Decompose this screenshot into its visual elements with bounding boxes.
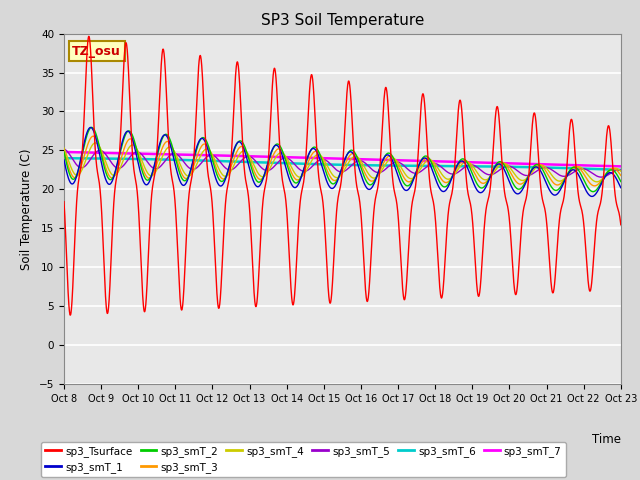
sp3_Tsurface: [85, 34, 93, 39]
sp3_smT_1: [359, 177, 367, 182]
sp3_smT_6: [216, 158, 223, 164]
sp3_smT_6: [617, 167, 625, 173]
sp3_smT_2: [617, 179, 625, 184]
sp3_smT_5: [371, 168, 378, 174]
sp3_smT_4: [593, 179, 601, 185]
Line: sp3_smT_5: sp3_smT_5: [64, 149, 621, 177]
sp3_Tsurface: [60, 199, 68, 204]
sp3_smT_7: [60, 149, 68, 155]
sp3_smT_1: [568, 167, 575, 173]
sp3_smT_1: [87, 125, 95, 131]
sp3_smT_4: [568, 168, 575, 173]
sp3_smT_2: [216, 177, 223, 183]
sp3_smT_5: [597, 174, 605, 180]
sp3_smT_7: [216, 153, 223, 158]
Title: SP3 Soil Temperature: SP3 Soil Temperature: [260, 13, 424, 28]
sp3_Tsurface: [584, 272, 591, 277]
sp3_smT_1: [617, 185, 625, 191]
sp3_smT_1: [588, 193, 596, 199]
sp3_smT_2: [504, 170, 512, 176]
Line: sp3_smT_3: sp3_smT_3: [64, 136, 621, 186]
sp3_smT_3: [591, 183, 598, 189]
sp3_smT_4: [359, 161, 367, 167]
sp3_smT_6: [60, 156, 68, 161]
sp3_smT_3: [371, 177, 379, 182]
Line: sp3_smT_4: sp3_smT_4: [64, 143, 621, 182]
sp3_smT_3: [504, 166, 512, 172]
sp3_smT_4: [60, 145, 68, 151]
sp3_Tsurface: [568, 118, 576, 123]
sp3_smT_1: [584, 190, 591, 195]
Line: sp3_smT_7: sp3_smT_7: [64, 152, 621, 167]
sp3_smT_6: [504, 164, 512, 169]
sp3_smT_2: [371, 178, 379, 183]
sp3_smT_7: [504, 160, 512, 166]
sp3_smT_1: [371, 179, 379, 185]
sp3_Tsurface: [505, 210, 513, 216]
Y-axis label: Soil Temperature (C): Soil Temperature (C): [20, 148, 33, 270]
sp3_smT_6: [371, 163, 378, 168]
sp3_Tsurface: [371, 198, 379, 204]
sp3_Tsurface: [617, 222, 625, 228]
sp3_smT_4: [216, 167, 223, 173]
sp3_smT_5: [358, 158, 366, 164]
sp3_smT_5: [504, 163, 512, 169]
Line: sp3_smT_1: sp3_smT_1: [64, 128, 621, 196]
Line: sp3_smT_2: sp3_smT_2: [64, 127, 621, 192]
sp3_smT_3: [60, 147, 68, 153]
sp3_smT_4: [617, 168, 625, 174]
sp3_smT_4: [584, 171, 591, 177]
sp3_Tsurface: [359, 242, 367, 248]
sp3_smT_3: [359, 165, 367, 171]
sp3_smT_7: [583, 163, 591, 168]
sp3_Tsurface: [67, 312, 74, 318]
sp3_smT_5: [60, 146, 68, 152]
sp3_smT_6: [358, 162, 366, 168]
sp3_smT_7: [568, 162, 575, 168]
sp3_smT_7: [617, 164, 625, 169]
sp3_smT_3: [617, 173, 625, 179]
sp3_smT_5: [617, 167, 625, 173]
sp3_smT_5: [583, 167, 591, 173]
sp3_smT_1: [504, 176, 512, 182]
sp3_smT_1: [60, 157, 68, 163]
sp3_smT_4: [504, 163, 512, 168]
sp3_smT_4: [92, 140, 99, 146]
sp3_smT_1: [216, 183, 223, 189]
sp3_smT_4: [371, 175, 379, 181]
sp3_smT_5: [568, 171, 575, 177]
Line: sp3_smT_6: sp3_smT_6: [64, 158, 621, 170]
sp3_smT_2: [60, 149, 68, 155]
sp3_smT_2: [584, 183, 591, 189]
sp3_smT_6: [568, 166, 575, 171]
sp3_smT_2: [589, 189, 596, 194]
sp3_smT_5: [216, 158, 223, 164]
sp3_smT_6: [583, 166, 591, 172]
Text: Time: Time: [592, 433, 621, 446]
sp3_smT_3: [90, 133, 97, 139]
sp3_smT_3: [584, 177, 591, 182]
sp3_smT_3: [216, 173, 223, 179]
sp3_smT_7: [371, 156, 378, 162]
sp3_smT_2: [359, 169, 367, 175]
sp3_smT_2: [568, 165, 575, 171]
sp3_smT_2: [88, 124, 95, 130]
Text: TZ_osu: TZ_osu: [72, 45, 121, 58]
Line: sp3_Tsurface: sp3_Tsurface: [64, 36, 621, 315]
sp3_smT_3: [568, 166, 575, 171]
sp3_smT_7: [358, 156, 366, 162]
Legend: sp3_Tsurface, sp3_smT_1, sp3_smT_2, sp3_smT_3, sp3_smT_4, sp3_smT_5, sp3_smT_6, : sp3_Tsurface, sp3_smT_1, sp3_smT_2, sp3_…: [41, 442, 566, 477]
sp3_Tsurface: [216, 301, 223, 307]
